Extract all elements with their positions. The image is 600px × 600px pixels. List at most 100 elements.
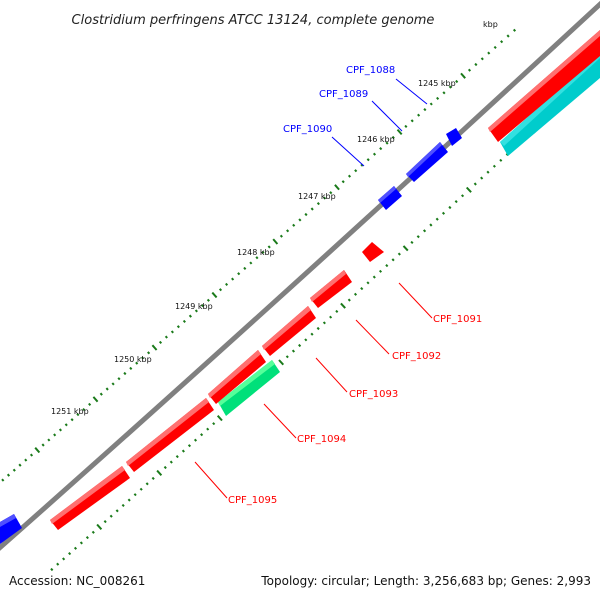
inner-minor-tick [335,309,339,313]
inner-major-tick [216,415,223,422]
outer-minor-tick [129,366,133,370]
outer-minor-tick [391,135,395,140]
outer-minor-tick [53,433,57,437]
forward-gene-cpf1090 [378,186,402,210]
reverse-gene-bottom [50,466,130,530]
inner-minor-tick [435,217,439,221]
outer-minor-tick [366,158,370,162]
outer-minor-tick [218,288,223,292]
outer-minor-tick [225,282,229,286]
inner-minor-tick [310,332,314,336]
outer-minor-tick [267,245,271,249]
outer-minor-tick [200,304,204,308]
inner-minor-tick [410,240,414,245]
reverse-gene-cpf1093 [262,306,316,356]
inner-minor-tick [169,460,173,464]
outer-major-tick [92,396,99,403]
reverse-gene-cpf1094 [208,350,266,404]
inner-minor-tick [79,541,83,545]
outer-minor-tick [1,478,5,482]
inner-minor-tick [360,287,364,291]
outer-minor-tick [404,124,408,128]
outer-minor-tick [298,218,302,222]
tick-label-1250: 1250 kbp [114,355,152,364]
reverse-gene-top-shade [488,30,600,132]
reverse-gene-cpf1095 [126,398,214,472]
outer-minor-tick [70,418,74,422]
outer-minor-tick [105,387,109,391]
outer-minor-tick [111,382,115,386]
outer-minor-tick [292,223,296,227]
outer-minor-tick [354,169,358,173]
inner-minor-tick [91,530,95,534]
gene-label-cpf1092: CPF_1092 [392,351,441,362]
gene-leader-lines [194,78,433,499]
forward-gene-cpf1088 [446,128,462,146]
outer-minor-tick [512,28,517,32]
outer-major-tick [34,447,41,454]
outer-minor-tick [170,330,174,334]
reverse-gene-cpf1094-shade [208,350,261,398]
gene-label-cpf1093: CPF_1093 [349,389,398,400]
inner-minor-tick [298,343,302,348]
outer-minor-tick [341,180,345,184]
outer-minor-tick [58,428,62,432]
outer-minor-tick [194,309,198,313]
outer-minor-tick [29,453,34,457]
reverse-gene-bottom-shade [50,466,125,524]
inner-minor-tick [193,438,198,442]
outer-minor-tick [372,152,377,156]
inner-minor-tick [68,552,72,556]
inner-minor-tick [353,292,358,296]
outer-minor-tick [64,423,68,427]
outer-minor-tick [500,40,504,44]
inner-minor-tick [391,258,395,262]
map-title: Clostridium perfringens ATCC 13124, comp… [72,13,435,28]
outer-minor-tick [47,438,51,442]
outer-major-tick [396,128,403,136]
outer-minor-tick [329,191,333,195]
inner-minor-tick [181,449,185,453]
inner-minor-tick [460,194,465,198]
outer-minor-tick [360,163,364,167]
inner-major-tick [402,245,409,252]
outer-minor-tick [410,119,414,123]
gene-label-cpf1089: CPF_1089 [319,89,368,100]
outer-major-tick [334,184,340,191]
outer-minor-tick [480,57,484,61]
gene-label-cpf1090: CPF_1090 [283,124,332,135]
tick-label-1248: 1248 kbp [237,248,275,257]
inner-major-tick [96,523,103,530]
outer-minor-tick [188,314,192,318]
outer-minor-tick [141,356,145,360]
outer-minor-tick [455,79,459,84]
outer-minor-tick [467,68,472,72]
inner-minor-tick [285,355,289,359]
inner-minor-tick [366,281,370,285]
forward-gene-edge-shade [0,514,16,527]
outer-minor-tick [436,96,440,100]
outer-minor-tick [448,85,452,89]
inner-minor-tick [429,223,433,227]
outer-major-tick [272,238,279,245]
inner-minor-tick [316,326,320,331]
green-feature [218,360,280,416]
inner-minor-tick [499,158,503,162]
gene-label-cpf1091: CPF_1091 [433,314,482,325]
tick-label-partial: kbp [483,20,498,29]
inner-minor-tick [329,315,333,319]
inner-major-tick [278,359,285,366]
reverse-gene-cpf1093-shade [262,306,311,350]
outer-minor-tick [323,196,327,200]
inner-minor-tick [416,235,420,239]
outer-minor-tick [429,102,433,106]
tick-label-1247: 1247 kbp [298,192,336,201]
inner-minor-tick [378,269,383,273]
inner-minor-tick [145,482,149,486]
inner-minor-tick [73,546,78,550]
outer-minor-tick [316,202,320,206]
inner-minor-tick [115,509,119,513]
inner-minor-tick [473,182,477,186]
outer-minor-tick [82,407,86,412]
inner-minor-tick [163,465,167,470]
